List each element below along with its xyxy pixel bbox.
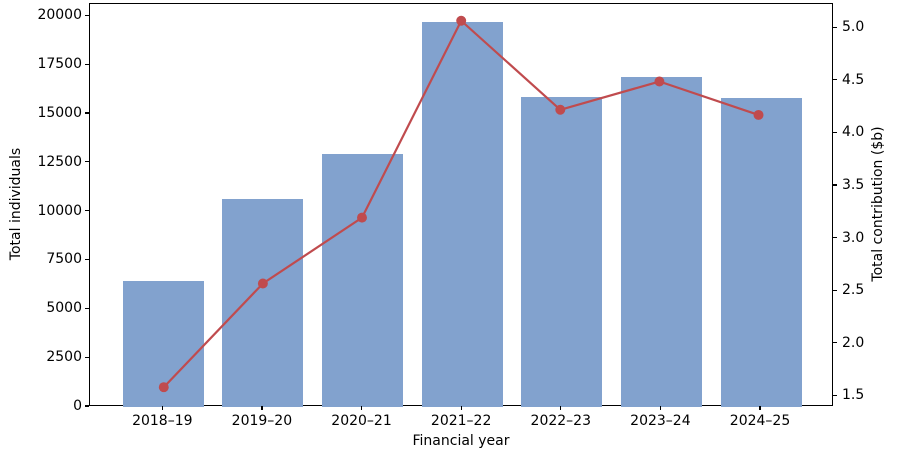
right-y-tick-label: 4.5	[842, 71, 865, 88]
right-y-tick-label: 2.5	[842, 282, 865, 299]
data-point-marker-2021–22	[456, 15, 467, 26]
right-y-tick-label: 2.0	[842, 334, 865, 351]
x-tick	[659, 406, 661, 410]
right-y-axis-label: Total contribution ($b)	[870, 126, 886, 282]
right-y-tick	[833, 79, 837, 81]
x-tick-label: 2020–21	[331, 413, 392, 429]
right-y-tick	[833, 26, 837, 28]
left-y-tick-label: 15000	[37, 104, 82, 121]
right-y-tick	[833, 131, 837, 133]
bar-2020–21	[322, 154, 404, 407]
bar-2023–24	[620, 76, 702, 407]
left-y-tick	[85, 405, 89, 407]
data-point-marker-2018–19	[158, 382, 169, 393]
x-tick-label: 2019–20	[231, 413, 293, 429]
left-y-tick-label: 5000	[46, 300, 82, 317]
data-point-marker-2020–21	[357, 212, 367, 223]
left-y-tick-label: 17500	[37, 56, 82, 73]
left-y-tick	[85, 161, 89, 163]
bar-2022–23	[521, 97, 603, 407]
data-point-marker-2023–24	[654, 76, 665, 87]
plot-area	[89, 3, 833, 407]
line-path	[162, 18, 759, 388]
right-y-tick-label: 5.0	[842, 19, 865, 36]
right-y-tick-label: 1.5	[842, 387, 865, 404]
right-y-tick	[833, 237, 837, 239]
left-y-tick-label: 20000	[37, 7, 82, 24]
left-y-tick-label: 0	[73, 398, 82, 414]
right-y-tick	[833, 289, 837, 291]
data-point-marker-2024–25	[753, 109, 764, 120]
left-y-axis-label: Total individuals	[8, 147, 24, 261]
right-y-tick	[833, 184, 837, 186]
x-tick-label: 2018–19	[132, 413, 193, 429]
left-y-tick	[85, 112, 89, 114]
x-tick	[360, 406, 363, 410]
left-y-tick-label: 7500	[46, 251, 82, 268]
x-tick-label: 2024–25	[729, 413, 791, 429]
left-y-tick-label: 2500	[46, 349, 82, 366]
bar-2024–25	[720, 98, 802, 407]
right-y-tick	[833, 394, 837, 397]
x-tick	[460, 406, 462, 410]
right-y-tick-label: 3.5	[842, 177, 865, 194]
x-tick-label: 2023–24	[630, 413, 691, 429]
right-y-tick	[833, 342, 837, 344]
left-y-tick	[85, 307, 89, 309]
x-axis-label: Financial year	[412, 433, 510, 449]
bar-2021–22	[421, 22, 503, 407]
right-y-tick-label: 4.0	[842, 124, 865, 141]
bar-2019–20	[222, 198, 304, 407]
data-point-marker-2019–20	[257, 278, 268, 289]
contribution-line	[158, 15, 764, 393]
x-tick	[261, 406, 263, 410]
x-tick-label: 2021–22	[430, 413, 492, 429]
left-y-tick	[85, 63, 89, 65]
x-tick-label: 2022–23	[530, 413, 591, 429]
left-y-tick-label: 10000	[37, 202, 82, 219]
x-tick	[759, 406, 761, 410]
x-tick	[560, 406, 562, 410]
left-y-tick-label: 12500	[37, 153, 82, 170]
left-y-tick	[85, 258, 89, 261]
left-y-tick	[85, 356, 89, 358]
left-y-tick	[85, 14, 89, 16]
left-y-tick	[85, 210, 89, 212]
data-point-marker-2022–23	[555, 104, 566, 115]
x-tick	[161, 406, 163, 410]
right-y-tick-label: 3.0	[842, 229, 865, 246]
